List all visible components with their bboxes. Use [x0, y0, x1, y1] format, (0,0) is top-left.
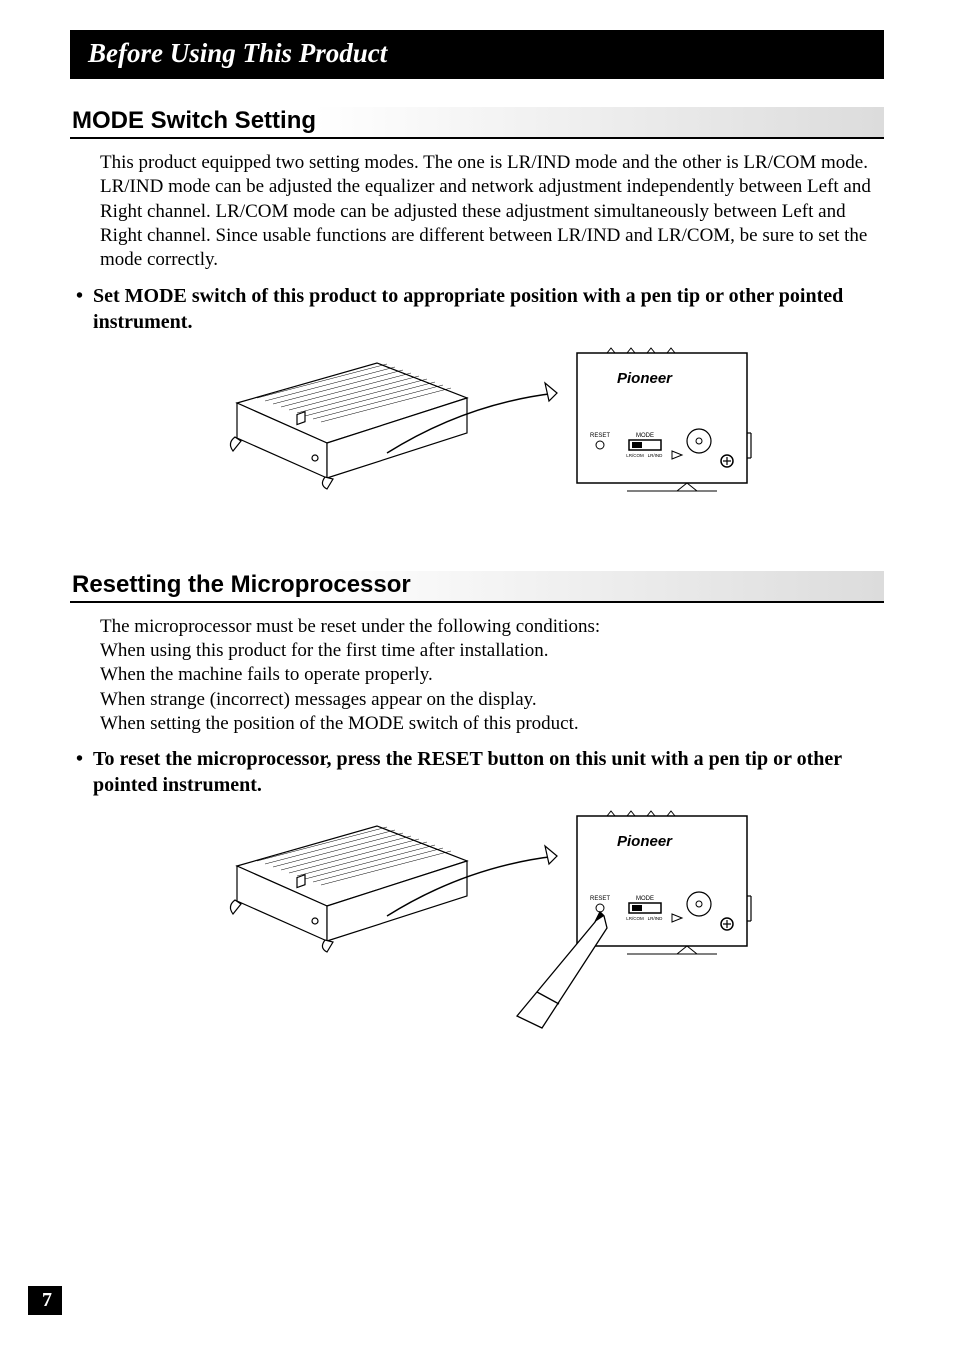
bullet-marker: •: [76, 283, 83, 309]
reset-diagram-svg: Pioneer RESET MODE LR/COM LR/IND: [197, 806, 757, 1036]
section1-heading-text: MODE Switch Setting: [72, 107, 316, 134]
mode-switch-diagram-svg: Pioneer RESET MODE LR/COM LR/IND: [197, 343, 757, 523]
reset-cond-0: When using this product for the first ti…: [100, 639, 884, 663]
reset-cond-2: When strange (incorrect) messages appear…: [100, 688, 884, 712]
pen-tip-icon: [517, 912, 607, 1028]
section1-bullet: • Set MODE switch of this product to app…: [70, 283, 884, 335]
section2-heading-text: Resetting the Microprocessor: [72, 571, 411, 598]
switch-left-1: LR/COM: [626, 453, 644, 458]
page-number-text: 7: [42, 1289, 52, 1311]
bullet-marker-2: •: [76, 746, 83, 772]
section1-diagram: Pioneer RESET MODE LR/COM LR/IND: [70, 343, 884, 523]
chapter-title-bar: Before Using This Product: [70, 30, 884, 79]
chapter-title: Before Using This Product: [88, 38, 387, 68]
section2-diagram: Pioneer RESET MODE LR/COM LR/IND: [70, 806, 884, 1036]
section-heading-reset: Resetting the Microprocessor: [70, 571, 884, 603]
mode-label-2: MODE: [636, 896, 654, 902]
section1-paragraph: This product equipped two setting modes.…: [100, 151, 884, 273]
section2-bullet: • To reset the microprocessor, press the…: [70, 746, 884, 798]
switch-left-2: LR/COM: [626, 916, 644, 921]
page-number: 7: [28, 1286, 62, 1315]
switch-right-1: LR/IND: [648, 453, 664, 458]
reset-label-1: RESET: [590, 433, 610, 439]
switch-right-2: LR/IND: [648, 916, 664, 921]
reset-cond-1: When the machine fails to operate proper…: [100, 663, 884, 687]
brand-label-1: Pioneer: [617, 370, 673, 387]
section-heading-mode-switch: MODE Switch Setting: [70, 107, 884, 139]
reset-intro: The microprocessor must be reset under t…: [100, 615, 884, 639]
reset-cond-3: When setting the position of the MODE sw…: [100, 712, 884, 736]
mode-label-1: MODE: [636, 433, 654, 439]
brand-label-2: Pioneer: [617, 833, 673, 850]
reset-label-2: RESET: [590, 896, 610, 902]
section2-bullet-text: To reset the microprocessor, press the R…: [93, 746, 884, 798]
section1-bullet-text: Set MODE switch of this product to appro…: [93, 283, 884, 335]
